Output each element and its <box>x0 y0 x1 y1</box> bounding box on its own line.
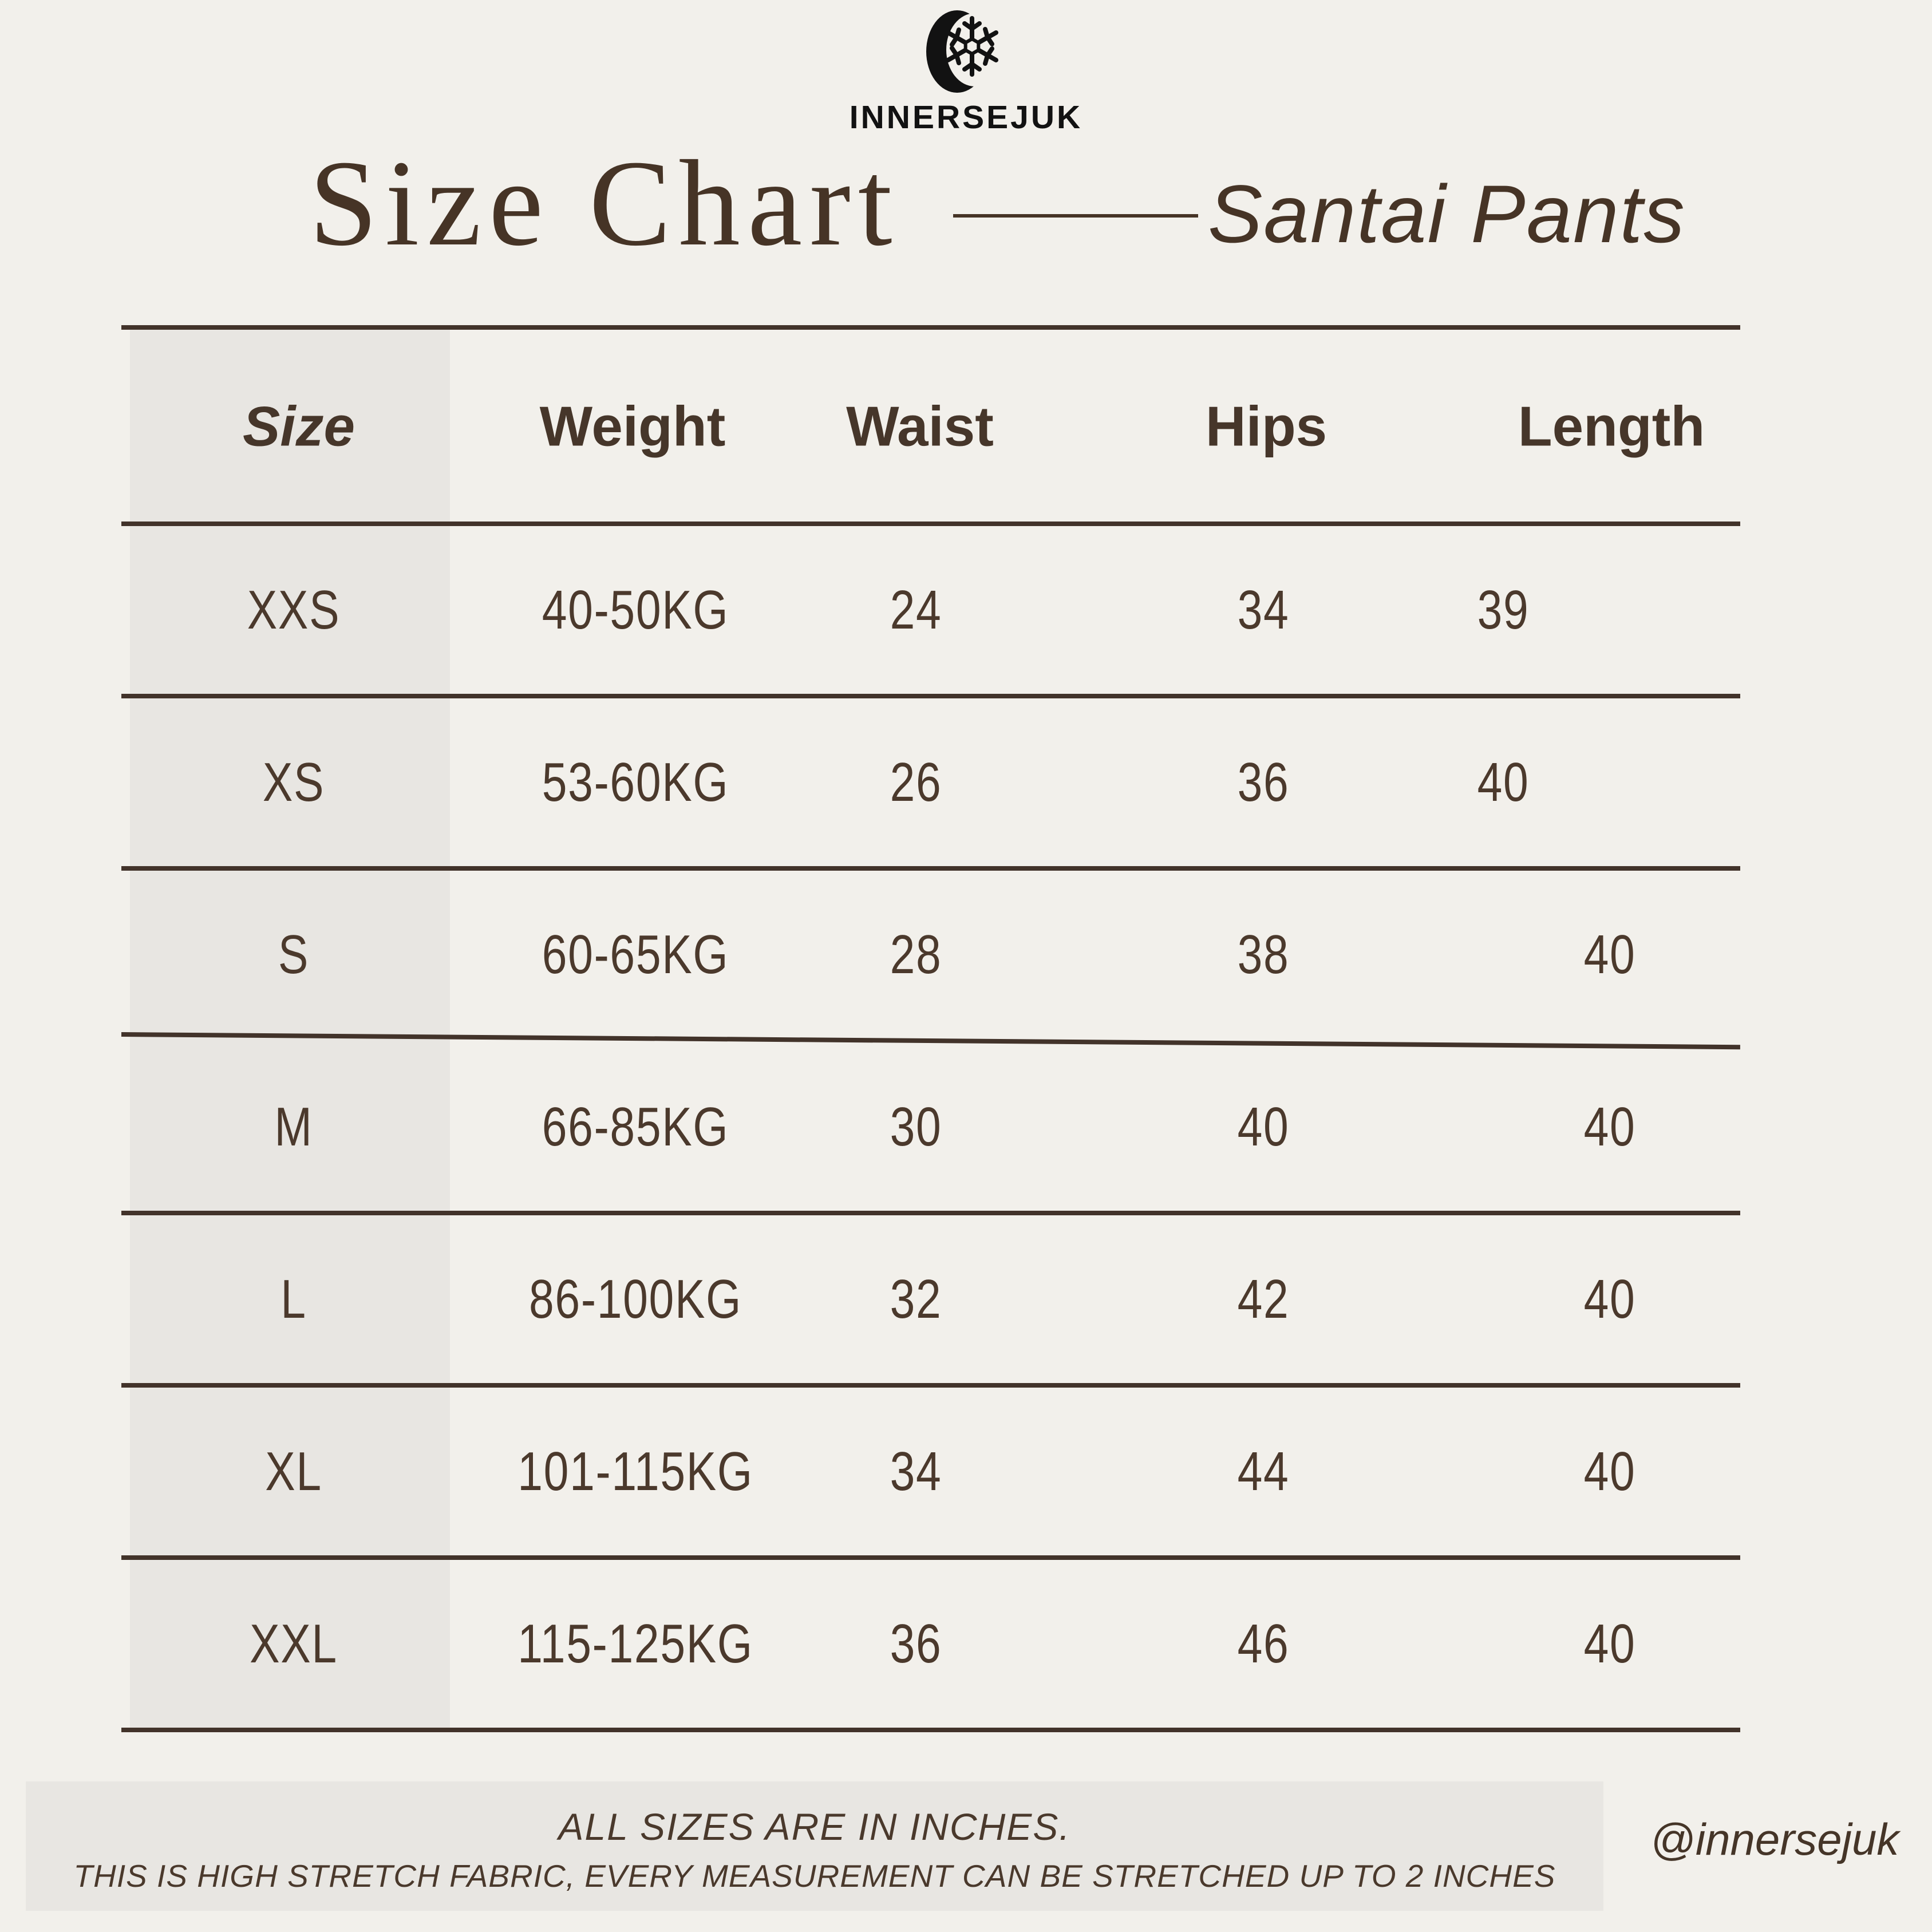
col-header-size: Size <box>242 394 355 458</box>
weight-cell: 60-65KG <box>542 924 729 985</box>
brand-name: INNERSEJUK <box>849 99 1083 136</box>
length-cell: 40 <box>1583 1096 1636 1157</box>
length-cell: 40 <box>1583 1269 1636 1330</box>
weight-cell: 53-60KG <box>542 752 729 813</box>
col-header-hips: Hips <box>1205 394 1327 458</box>
col-header-weight: Weight <box>539 394 726 458</box>
waist-cell: 30 <box>890 1096 942 1157</box>
hips-cell: 38 <box>1237 924 1290 985</box>
crescent-snowflake-icon <box>926 10 1003 93</box>
length-cell: 40 <box>1477 752 1530 813</box>
length-cell: 40 <box>1583 1441 1636 1502</box>
table-rule <box>121 1211 1740 1215</box>
length-cell: 39 <box>1477 579 1530 641</box>
length-cell: 40 <box>1583 924 1636 985</box>
size-column-band <box>130 327 450 1730</box>
hips-cell: 44 <box>1237 1441 1290 1502</box>
weight-cell: 40-50KG <box>542 579 729 641</box>
length-cell: 40 <box>1583 1613 1636 1674</box>
size-cell: XXS <box>247 579 341 641</box>
page-title: Size Chart <box>309 135 900 271</box>
hips-cell: 46 <box>1237 1613 1290 1674</box>
table-rule-bottom <box>121 1728 1740 1732</box>
footer-note-panel: ALL SIZES ARE IN INCHES. THIS IS HIGH ST… <box>26 1781 1603 1911</box>
size-cell: L <box>280 1269 307 1330</box>
hips-cell: 36 <box>1237 752 1290 813</box>
weight-cell: 101-115KG <box>517 1441 753 1502</box>
instagram-handle: @innersejuk <box>1650 1814 1899 1864</box>
waist-cell: 36 <box>890 1613 942 1674</box>
table-rule-header <box>121 521 1740 526</box>
col-header-waist: Waist <box>846 394 994 458</box>
hips-cell: 40 <box>1237 1096 1290 1157</box>
table-rule <box>121 866 1740 871</box>
size-cell: S <box>278 924 310 985</box>
brand-logo: INNERSEJUK <box>0 8 1932 136</box>
waist-cell: 34 <box>890 1441 942 1502</box>
table-rule-top <box>121 325 1740 330</box>
product-name: Santai Pants <box>1208 169 1686 260</box>
waist-cell: 28 <box>890 924 942 985</box>
waist-cell: 26 <box>890 752 942 813</box>
weight-cell: 86-100KG <box>529 1269 742 1330</box>
table-rule <box>121 1383 1740 1388</box>
waist-cell: 32 <box>890 1269 942 1330</box>
hips-cell: 34 <box>1237 579 1290 641</box>
size-cell: M <box>274 1096 313 1157</box>
table-rule <box>121 1555 1740 1560</box>
col-header-length: Length <box>1518 394 1705 458</box>
units-note: ALL SIZES ARE IN INCHES. <box>558 1805 1071 1848</box>
table-rule <box>121 694 1740 698</box>
size-cell: XXL <box>250 1613 338 1674</box>
weight-cell: 66-85KG <box>542 1096 729 1157</box>
stretch-note: THIS IS HIGH STRETCH FABRIC, EVERY MEASU… <box>73 1858 1556 1894</box>
waist-cell: 24 <box>890 579 942 641</box>
hips-cell: 42 <box>1237 1269 1290 1330</box>
size-cell: XS <box>262 752 325 813</box>
size-cell: XL <box>265 1441 322 1502</box>
title-divider <box>953 214 1198 218</box>
weight-cell: 115-125KG <box>517 1613 753 1674</box>
